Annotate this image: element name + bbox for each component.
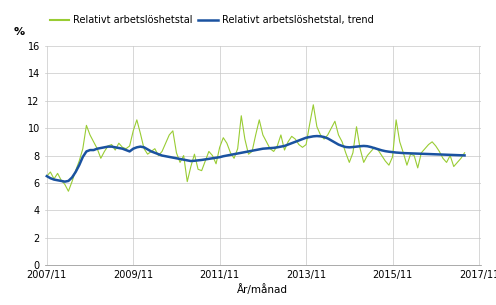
- X-axis label: År/månad: År/månad: [238, 284, 288, 295]
- Relativt arbetslöshetstal, trend: [235, 152, 241, 155]
- Relativt arbetslöshetstal, trend: [145, 148, 151, 151]
- Relativt arbetslöshetstal, trend: [159, 154, 165, 157]
- Relativt arbetslöshetstal: [126, 144, 132, 148]
- Relativt arbetslöshetstal, trend: [126, 150, 132, 153]
- Line: Relativt arbetslöshetstal: Relativt arbetslöshetstal: [47, 105, 465, 191]
- Relativt arbetslöshetstal: [65, 189, 71, 193]
- Line: Relativt arbetslöshetstal, trend: Relativt arbetslöshetstal, trend: [47, 136, 465, 181]
- Legend: Relativt arbetslöshetstal, Relativt arbetslöshetstal, trend: Relativt arbetslöshetstal, Relativt arbe…: [50, 16, 373, 26]
- Relativt arbetslöshetstal: [134, 118, 140, 122]
- Relativt arbetslöshetstal: [310, 103, 316, 107]
- Relativt arbetslöshetstal, trend: [462, 154, 468, 157]
- Relativt arbetslöshetstal: [159, 150, 165, 153]
- Relativt arbetslöshetstal: [440, 156, 446, 160]
- Relativt arbetslöshetstal, trend: [62, 180, 68, 183]
- Text: %: %: [14, 27, 25, 37]
- Relativt arbetslöshetstal, trend: [440, 153, 446, 156]
- Relativt arbetslöshetstal: [235, 147, 241, 151]
- Relativt arbetslöshetstal: [462, 151, 468, 155]
- Relativt arbetslöshetstal, trend: [134, 145, 140, 149]
- Relativt arbetslöshetstal: [145, 152, 151, 156]
- Relativt arbetslöshetstal, trend: [44, 174, 50, 178]
- Relativt arbetslöshetstal: [44, 174, 50, 178]
- Relativt arbetslöshetstal, trend: [314, 134, 320, 138]
